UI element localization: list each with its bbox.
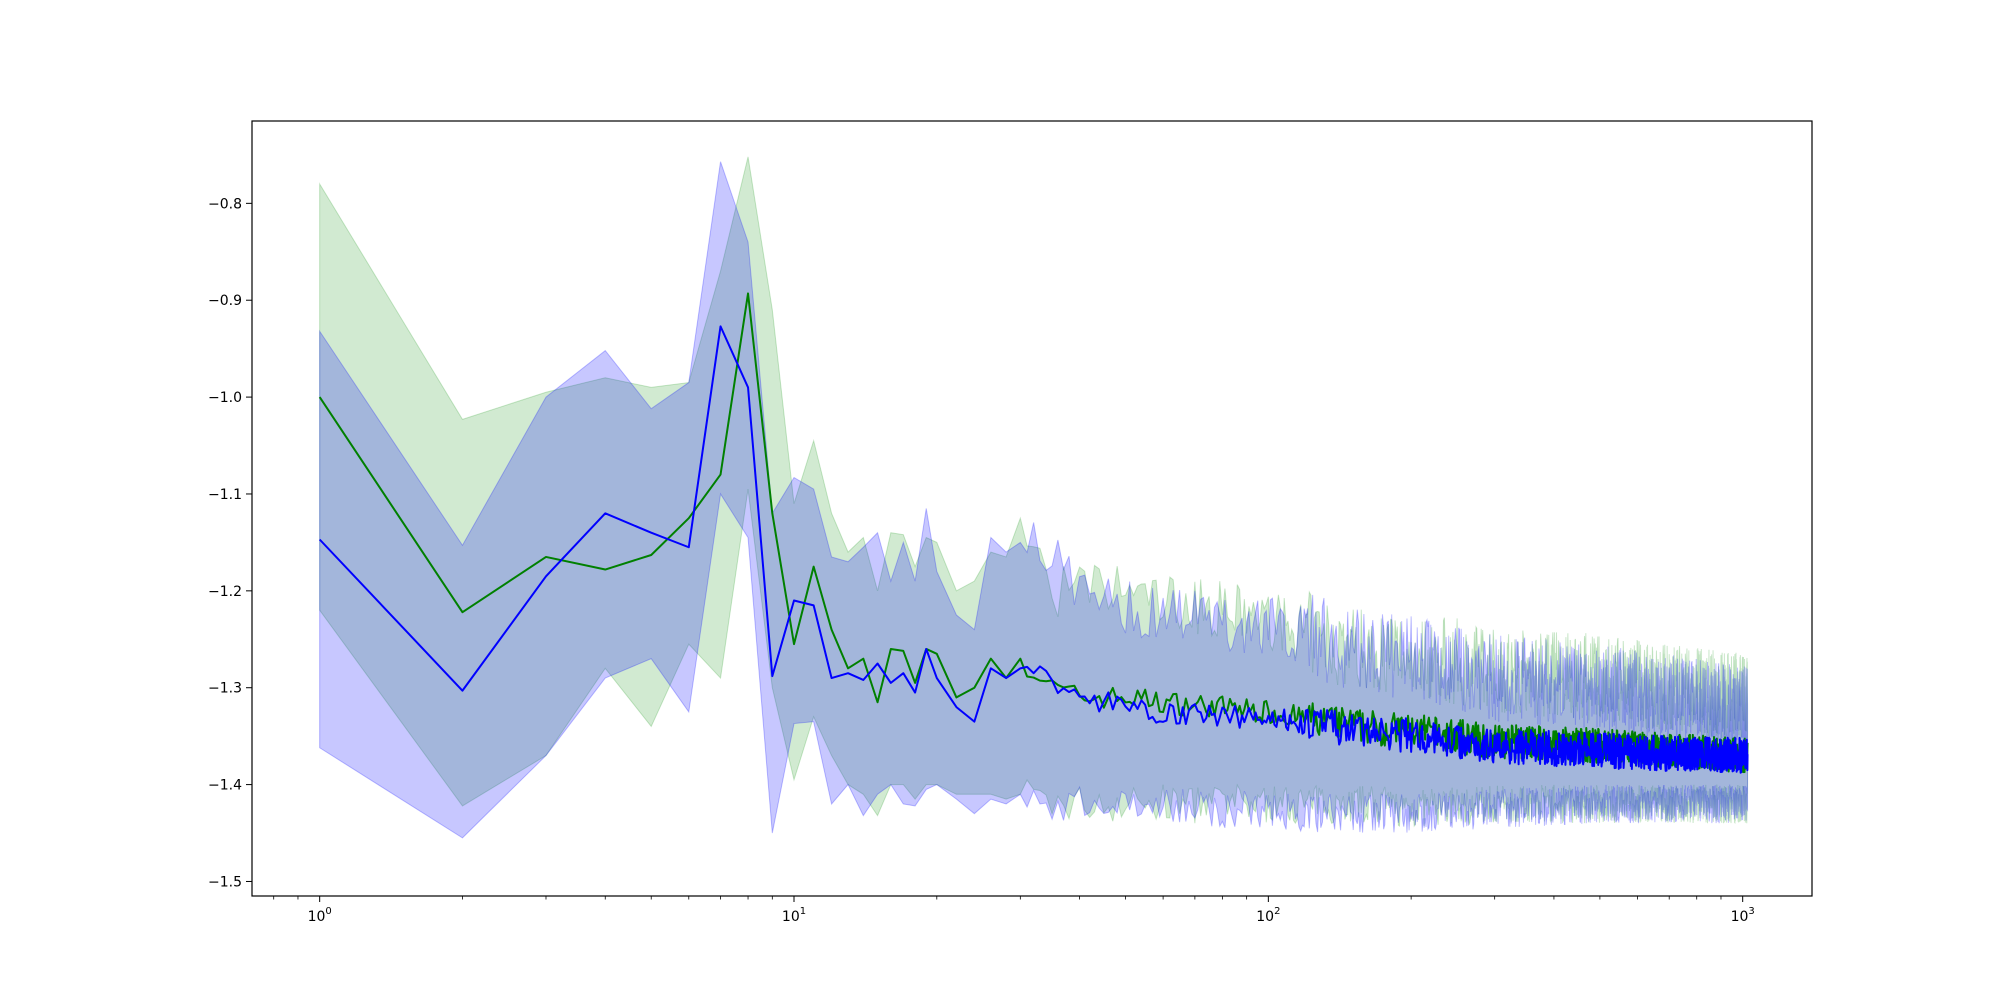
confidence-band-2 [319,161,1749,839]
plot-area [318,156,1749,839]
y-tick-label: −0.9 [208,293,242,309]
axes-frame [251,120,1813,897]
y-tick-label: −1.2 [208,584,242,600]
x-tick-label: 103 [1731,906,1755,925]
series-line-2 [318,325,1749,774]
y-tick-label: −1.0 [208,390,242,406]
confidence-band-1 [319,156,1749,828]
y-tick-label: −0.8 [208,196,242,212]
y-tick-label: −1.1 [208,487,242,503]
y-tick-label: −1.4 [208,778,242,794]
x-tick-label: 101 [782,906,806,925]
y-axis: −0.8 −0.9 −1.0 −1.1 −1.2 −1.3 −1.4 −1.5 [208,196,252,890]
y-tick-label: −1.5 [208,874,242,890]
y-tick-label: −1.3 [208,681,242,697]
x-tick-label: 100 [308,906,332,925]
x-tick-label: 102 [1256,906,1280,925]
